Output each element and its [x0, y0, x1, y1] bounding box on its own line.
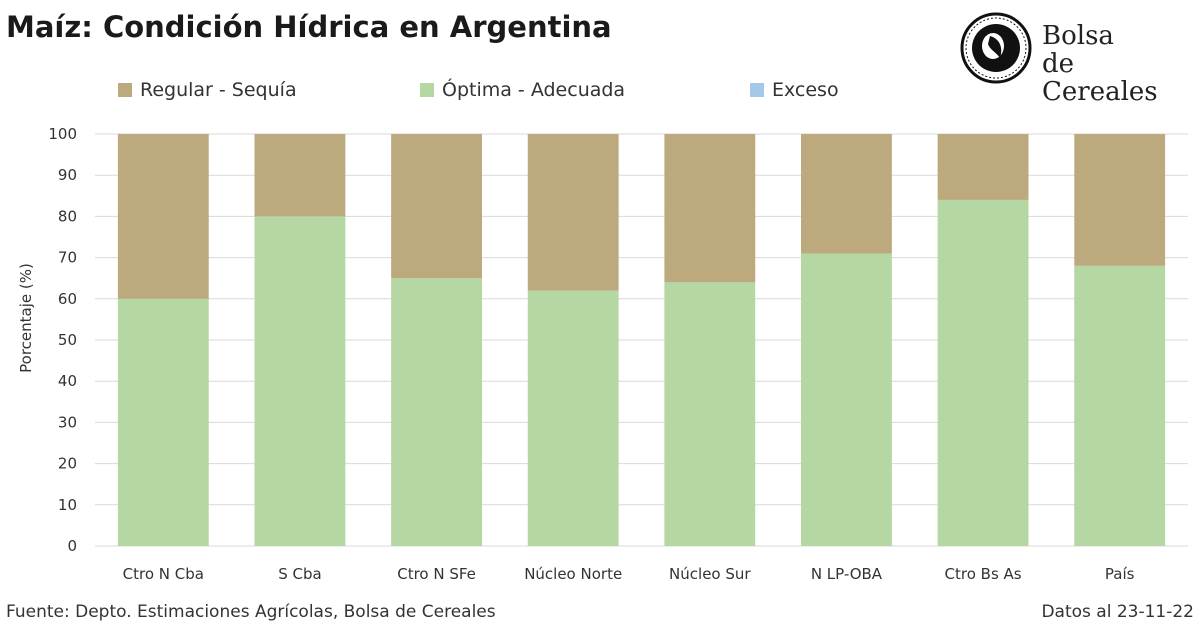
y-tick-label: 10	[58, 496, 77, 514]
bar-regular	[801, 134, 892, 254]
bar-regular	[391, 134, 482, 279]
x-tick-label: Ctro N Cba	[123, 565, 204, 583]
y-tick-label: 30	[58, 413, 77, 431]
legend-label-exceso: Exceso	[772, 79, 839, 101]
legend-swatch-exceso	[750, 83, 764, 97]
bar-regular	[664, 134, 756, 283]
x-tick-label: País	[1105, 565, 1135, 583]
bar-regular	[937, 134, 1029, 200]
bar-optima	[391, 278, 482, 546]
bar-regular	[117, 134, 209, 299]
x-tick-label: S Cba	[278, 565, 321, 583]
bar-regular	[527, 134, 619, 291]
y-tick-label: 100	[48, 125, 77, 143]
logo-line-2: de Cereales	[1042, 49, 1158, 107]
legend-item-optima: Óptima - Adecuada	[420, 76, 625, 104]
legend-swatch-optima	[420, 83, 434, 97]
y-tick-label: 70	[58, 249, 77, 267]
bar-optima	[664, 282, 756, 546]
date-note: Datos al 23-11-22	[1041, 602, 1194, 622]
y-tick-label: 40	[58, 372, 77, 390]
bar-regular	[1074, 134, 1166, 266]
logo-text: Bolsa de Cereales	[1042, 22, 1190, 106]
legend-label-optima: Óptima - Adecuada	[442, 79, 626, 101]
chart-title: Maíz: Condición Hídrica en Argentina	[6, 10, 612, 44]
y-tick-label: 20	[58, 455, 77, 473]
bolsa-de-cereales-logo: Bolsa de Cereales	[960, 12, 1190, 106]
bar-optima	[801, 253, 892, 547]
legend-label-regular: Regular - Sequía	[140, 79, 297, 101]
bar-optima	[937, 199, 1029, 547]
y-tick-label: 60	[58, 290, 77, 308]
bar-optima	[527, 290, 619, 546]
bar-optima	[254, 216, 346, 546]
x-tick-label: Ctro N SFe	[397, 565, 476, 583]
legend-item-exceso: Exceso	[750, 76, 839, 104]
legend-swatch-regular	[118, 83, 132, 97]
y-axis-label: Porcentaje (%)	[17, 263, 35, 373]
bar-optima	[1074, 265, 1166, 546]
y-tick-label: 80	[58, 207, 77, 225]
y-tick-label: 90	[58, 166, 77, 184]
y-tick-label: 0	[67, 537, 77, 555]
x-tick-label: Núcleo Norte	[524, 565, 622, 583]
x-tick-label: Núcleo Sur	[669, 565, 751, 583]
legend: Regular - Sequía Óptima - Adecuada Exces…	[118, 76, 918, 104]
x-tick-label: Ctro Bs As	[945, 565, 1022, 583]
bar-optima	[117, 298, 209, 546]
logo-line-1: Bolsa	[1042, 21, 1114, 51]
seal-icon	[960, 12, 1032, 84]
y-tick-label: 50	[58, 331, 77, 349]
x-tick-label: N LP-OBA	[811, 565, 883, 583]
source-note: Fuente: Depto. Estimaciones Agrícolas, B…	[6, 602, 496, 622]
bar-regular	[254, 134, 346, 217]
legend-item-regular: Regular - Sequía	[118, 76, 297, 104]
